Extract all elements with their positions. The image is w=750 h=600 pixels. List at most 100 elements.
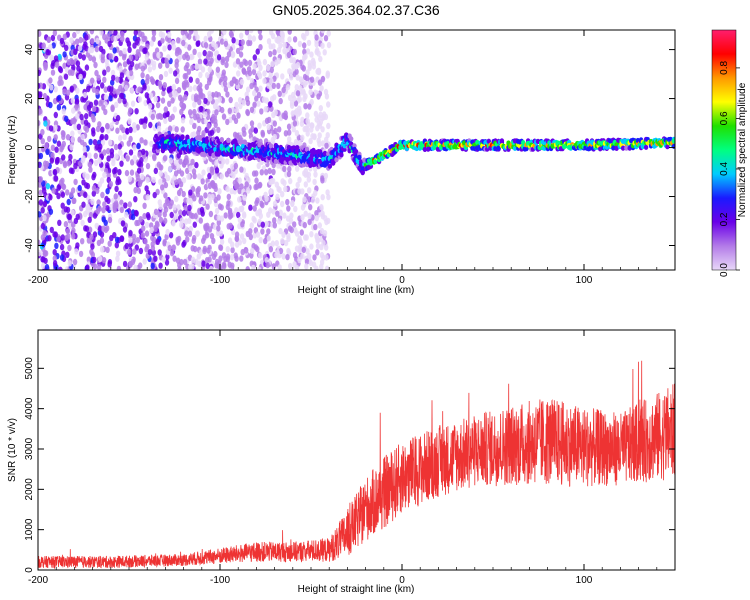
noise-cell <box>266 82 271 89</box>
noise-cell <box>213 43 218 50</box>
noise-cell <box>145 73 150 81</box>
noise-cell <box>256 91 262 99</box>
noise-cell <box>134 63 140 70</box>
noise-cell <box>41 42 46 49</box>
noise-cell <box>56 140 62 147</box>
noise-cell <box>38 239 41 246</box>
noise-cell <box>267 167 272 175</box>
noise-cell <box>266 228 271 235</box>
noise-cell <box>207 66 212 73</box>
noise-cell <box>71 197 76 205</box>
band-cell <box>201 151 206 157</box>
noise-cell <box>223 212 228 219</box>
noise-cell <box>283 110 288 117</box>
noise-cell <box>176 163 181 170</box>
noise-cell <box>268 246 274 253</box>
noise-cell <box>87 161 93 168</box>
noise-cell <box>203 224 208 232</box>
noise-cell <box>188 189 193 196</box>
noise-cell <box>142 212 147 220</box>
noise-cell <box>184 72 189 80</box>
noise-cell <box>201 260 206 267</box>
noise-cell <box>54 146 59 153</box>
noise-cell <box>304 263 309 270</box>
noise-cell <box>91 185 97 192</box>
noise-cell <box>153 95 158 103</box>
noise-cell <box>78 36 83 44</box>
noise-cell <box>104 134 109 141</box>
noise-cell <box>140 72 145 79</box>
noise-cell <box>141 225 146 232</box>
noise-cell <box>115 76 120 83</box>
noise-cell <box>234 101 239 109</box>
noise-cell <box>294 264 300 270</box>
noise-cell <box>142 258 147 265</box>
noise-cell <box>246 86 251 93</box>
noise-cell <box>321 240 326 247</box>
noise-cell <box>129 169 135 176</box>
noise-cell <box>256 162 261 170</box>
noise-cell <box>307 252 312 260</box>
noise-cell <box>126 40 131 47</box>
noise-cell <box>112 47 117 54</box>
noise-cell <box>147 249 153 256</box>
noise-cell <box>292 48 297 56</box>
noise-cell <box>89 30 95 35</box>
noise-cell <box>185 236 190 243</box>
noise-cell <box>183 94 188 101</box>
noise-cell <box>53 134 58 141</box>
noise-cell <box>95 37 100 45</box>
noise-cell <box>185 54 191 62</box>
noise-cell <box>73 217 79 225</box>
noise-cell <box>73 178 78 186</box>
noise-cell <box>307 212 312 219</box>
noise-cell <box>51 42 56 49</box>
noise-cell <box>308 88 313 96</box>
noise-cell <box>248 204 253 211</box>
noise-cell <box>157 211 162 218</box>
noise-cell <box>66 233 71 240</box>
noise-cell <box>52 30 58 37</box>
x-tick-label: 0 <box>399 575 405 586</box>
noise-cell <box>125 155 130 162</box>
noise-cell <box>115 250 121 257</box>
noise-cell <box>38 147 42 154</box>
noise-cell <box>120 220 126 227</box>
noise-cell <box>108 95 113 102</box>
noise-cell <box>239 78 245 86</box>
noise-cell <box>63 44 69 52</box>
noise-cell <box>305 48 311 55</box>
x-tick-label: 0 <box>399 275 405 286</box>
noise-cell <box>322 49 327 56</box>
noise-cell <box>234 235 240 242</box>
noise-cell <box>283 185 288 193</box>
noise-cell <box>303 181 308 188</box>
noise-cell <box>263 237 268 245</box>
band-cell <box>226 137 231 144</box>
noise-cell <box>102 69 107 76</box>
noise-cell <box>312 178 317 186</box>
noise-cell <box>158 170 163 177</box>
noise-cell <box>60 202 65 209</box>
noise-cell <box>196 253 201 260</box>
noise-cell <box>282 165 287 173</box>
noise-cell <box>138 247 144 255</box>
noise-cell <box>207 90 212 98</box>
noise-cell <box>281 253 286 260</box>
noise-cell <box>272 133 277 141</box>
noise-cell <box>90 243 95 250</box>
noise-cell <box>77 44 83 52</box>
noise-cell <box>313 171 318 178</box>
noise-cell <box>133 186 138 194</box>
noise-cell <box>271 208 276 215</box>
noise-cell <box>241 211 247 218</box>
noise-cell <box>63 115 69 123</box>
noise-cell <box>95 187 100 194</box>
noise-cell <box>271 82 276 90</box>
noise-cell <box>201 169 206 176</box>
noise-cell <box>227 209 233 216</box>
noise-cell <box>173 170 179 177</box>
noise-cell <box>245 230 250 238</box>
noise-cell <box>234 78 239 86</box>
